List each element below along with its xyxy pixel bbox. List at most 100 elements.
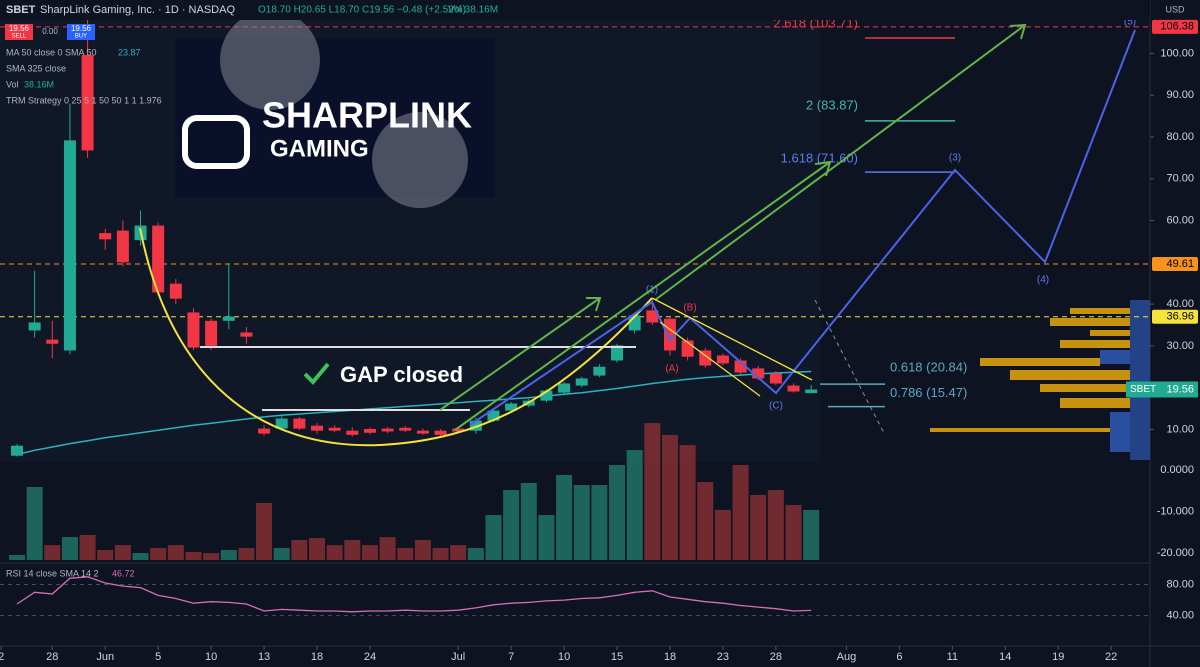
volume-bar	[273, 547, 290, 560]
rsi-line	[16, 576, 812, 613]
candle-body	[222, 316, 235, 321]
wave-label: (5)	[1124, 17, 1136, 28]
indicator-value: 23.87	[118, 47, 141, 57]
candle-body	[452, 428, 465, 432]
quote: O18.70 H20.65 L18.70 C19.56 −0.48 (+2.52…	[258, 5, 466, 16]
volume-bar	[79, 534, 96, 560]
last-price-box	[1126, 381, 1198, 398]
candle-body	[593, 366, 606, 376]
header-bar	[0, 0, 1150, 20]
channel-line	[651, 297, 813, 381]
candle-body	[46, 339, 59, 344]
volume-bar	[803, 509, 820, 560]
x-tick-label: 14	[999, 651, 1011, 663]
banner-title: SHARPLINK	[262, 95, 472, 136]
candle-body	[346, 430, 359, 435]
profile-bar	[1110, 412, 1130, 452]
wave-label: (A)	[665, 364, 678, 375]
rsi-value: 46.72	[112, 568, 135, 578]
volume-bar	[609, 464, 626, 560]
price-level-label: 106.38	[1160, 21, 1194, 33]
volume-bar	[344, 539, 361, 560]
volume-bar	[61, 537, 78, 560]
volume-header: Vol 38.16M	[448, 5, 498, 16]
volume-bar	[26, 486, 43, 560]
profile-bar	[1060, 340, 1130, 348]
candle-body	[434, 430, 447, 435]
volume-bar	[220, 550, 237, 560]
y-tick-label: 40.00	[1166, 298, 1194, 310]
x-tick-label: Aug	[837, 651, 857, 663]
buy-price: 19.56	[71, 24, 92, 33]
sell-button[interactable]	[5, 24, 33, 40]
volume-bar	[591, 485, 608, 560]
x-tick-label: 6	[896, 651, 902, 663]
profile-bar	[1130, 300, 1150, 460]
candle-body	[99, 233, 112, 240]
sell-price: 19.56	[9, 24, 30, 33]
price-level-label: 49.61	[1166, 258, 1194, 270]
buy-button[interactable]	[67, 24, 95, 40]
candle-body	[258, 428, 271, 434]
rsi-tick-label: 40.00	[1166, 610, 1194, 622]
volume-bar	[573, 485, 590, 560]
price-level-label: 36.96	[1166, 311, 1194, 323]
indicator-name: TRM Strategy 0 25 5 1 50 50 1 1 1.976	[6, 95, 162, 105]
profile-bar	[1050, 318, 1130, 326]
volume-bar	[203, 553, 220, 560]
rsi-name: RSI 14 close SMA 14 2	[6, 568, 99, 578]
fib-label: 0.786 (15.47)	[890, 385, 967, 400]
banner: SHARPLINK GAMING	[175, 10, 495, 208]
y-tick-label: 80.00	[1166, 131, 1194, 143]
y-tick-label: 100.00	[1160, 47, 1194, 59]
fib-label: 0.618 (20.84)	[890, 360, 967, 375]
candle-body	[63, 140, 76, 351]
volume-bar	[309, 537, 326, 560]
volume-bar	[167, 545, 184, 560]
candle-body	[787, 385, 800, 392]
volume-bar	[8, 555, 25, 560]
volume-bar	[556, 474, 573, 560]
volume-bar	[238, 547, 255, 560]
volume-bar	[44, 545, 61, 560]
candle-body	[240, 332, 253, 337]
candle-body	[152, 225, 165, 293]
candle-body	[328, 427, 341, 431]
projection-line	[814, 299, 886, 436]
volume-bar	[485, 515, 502, 560]
profile-bar	[1040, 384, 1130, 392]
profile-bar	[930, 428, 1130, 432]
rsi-tick-label: 80.00	[1166, 578, 1194, 590]
candle-body	[399, 427, 412, 431]
currency: USD	[1165, 4, 1185, 14]
candle-body	[381, 428, 394, 432]
candle-body	[28, 322, 41, 331]
volume-bar	[132, 553, 149, 560]
x-tick-label: 28	[770, 651, 782, 663]
y-tick-label: 70.00	[1166, 173, 1194, 185]
volume-bar	[291, 539, 308, 560]
volume-bar	[714, 509, 731, 560]
volume-bar	[114, 545, 131, 560]
volume-bar	[450, 545, 467, 560]
symbol: SBET	[6, 4, 36, 16]
volume-bar	[679, 445, 696, 560]
price-level-box	[1152, 19, 1198, 34]
x-tick-label: 23	[717, 651, 729, 663]
volume-profile	[930, 300, 1150, 460]
coin	[372, 112, 468, 208]
spread: 0.00	[42, 27, 58, 36]
check-icon	[303, 362, 330, 385]
volume-bar	[503, 490, 520, 560]
volume-bar	[520, 482, 537, 560]
profile-bar	[980, 358, 1100, 366]
volume-bar	[750, 494, 767, 560]
arrow	[654, 23, 1027, 301]
wave-label: (B)	[683, 303, 696, 314]
volume-bar	[150, 547, 167, 560]
profile-bar	[1070, 308, 1130, 314]
volume-bar	[467, 547, 484, 560]
ma-line	[16, 370, 812, 456]
wave-label: (4)	[1037, 275, 1049, 286]
